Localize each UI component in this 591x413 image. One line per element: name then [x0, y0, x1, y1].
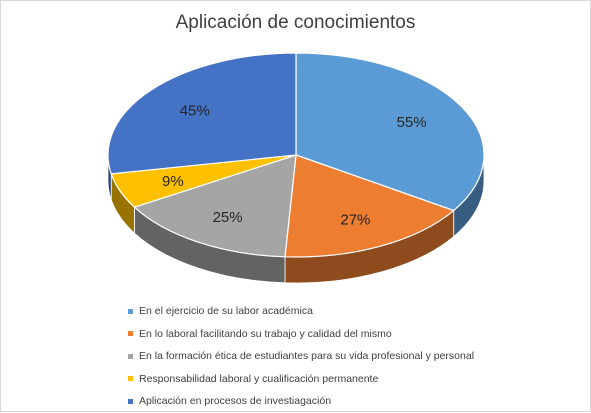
legend-item: En el ejercicio de su labor académica [128, 300, 474, 323]
data-label: 27% [340, 212, 370, 229]
legend-swatch [128, 308, 133, 314]
legend-label: Aplicación en procesos de investiagación [139, 395, 332, 408]
legend-swatch [128, 398, 133, 404]
legend: En el ejercicio de su labor académica En… [128, 300, 474, 413]
pie-chart: 55% 27% 25% 9% 45% [107, 52, 485, 284]
legend-label: En el ejercicio de su labor académica [139, 305, 313, 318]
legend-item: Aplicación en procesos de investiagación [128, 390, 474, 413]
legend-label: En la formación ética de estudiantes par… [139, 350, 475, 363]
legend-label: Responsabilidad laboral y cualificación … [139, 372, 379, 385]
legend-item: En la formación ética de estudiantes par… [128, 345, 474, 368]
legend-swatch [128, 376, 133, 382]
legend-item: En lo laboral facilitando su trabajo y c… [128, 323, 474, 346]
pie-slice [133, 154, 297, 258]
pie-slice [284, 154, 455, 258]
legend-swatch [128, 331, 133, 337]
data-label: 9% [162, 173, 184, 190]
chart-title: Aplicación de conocimientos [175, 12, 416, 33]
data-label: 45% [180, 102, 210, 119]
data-label: 55% [397, 114, 427, 131]
pie-slice [107, 52, 297, 175]
legend-label: En lo laboral facilitando su trabajo y c… [139, 327, 392, 340]
legend-swatch [128, 353, 133, 359]
legend-item: Responsabilidad laboral y cualificación … [128, 368, 474, 391]
data-label: 25% [213, 209, 243, 226]
